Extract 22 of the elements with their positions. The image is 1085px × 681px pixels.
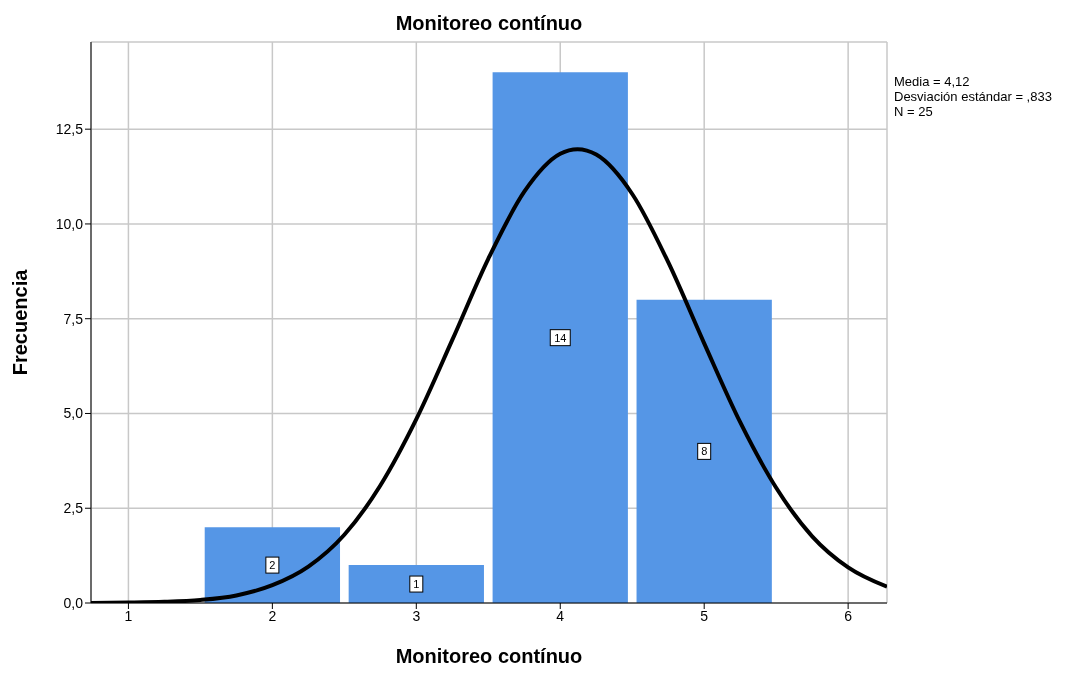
x-tick-label: 1	[124, 607, 133, 624]
text: N = 25	[894, 104, 934, 119]
text: Media = 4,12	[894, 74, 971, 89]
data-label: 2	[269, 559, 276, 572]
text: Desviación estándar = ,833	[894, 89, 1052, 104]
y-tick-label: 12,5	[55, 121, 84, 138]
x-tick-label: 4	[556, 607, 565, 624]
data-label: 1	[413, 578, 420, 591]
y-tick-label: 0,0	[63, 594, 84, 611]
chart-title: Monitoreo contínuo	[394, 12, 584, 35]
y-tick-label: 7,5	[63, 310, 84, 327]
data-label: 14	[554, 331, 567, 344]
x-tick-label: 5	[700, 607, 709, 624]
y-tick-label: 2,5	[63, 500, 84, 517]
x-tick-label: 6	[844, 607, 853, 624]
y-tick-label: 5,0	[63, 405, 84, 422]
y-axis-title: Frecuencia	[9, 268, 32, 376]
x-tick-label: 3	[412, 607, 421, 624]
data-label: 8	[701, 445, 708, 458]
x-tick-label: 2	[268, 607, 277, 624]
x-axis-title: Monitoreo contínuo	[395, 645, 583, 667]
y-tick-label: 10,0	[55, 215, 84, 232]
